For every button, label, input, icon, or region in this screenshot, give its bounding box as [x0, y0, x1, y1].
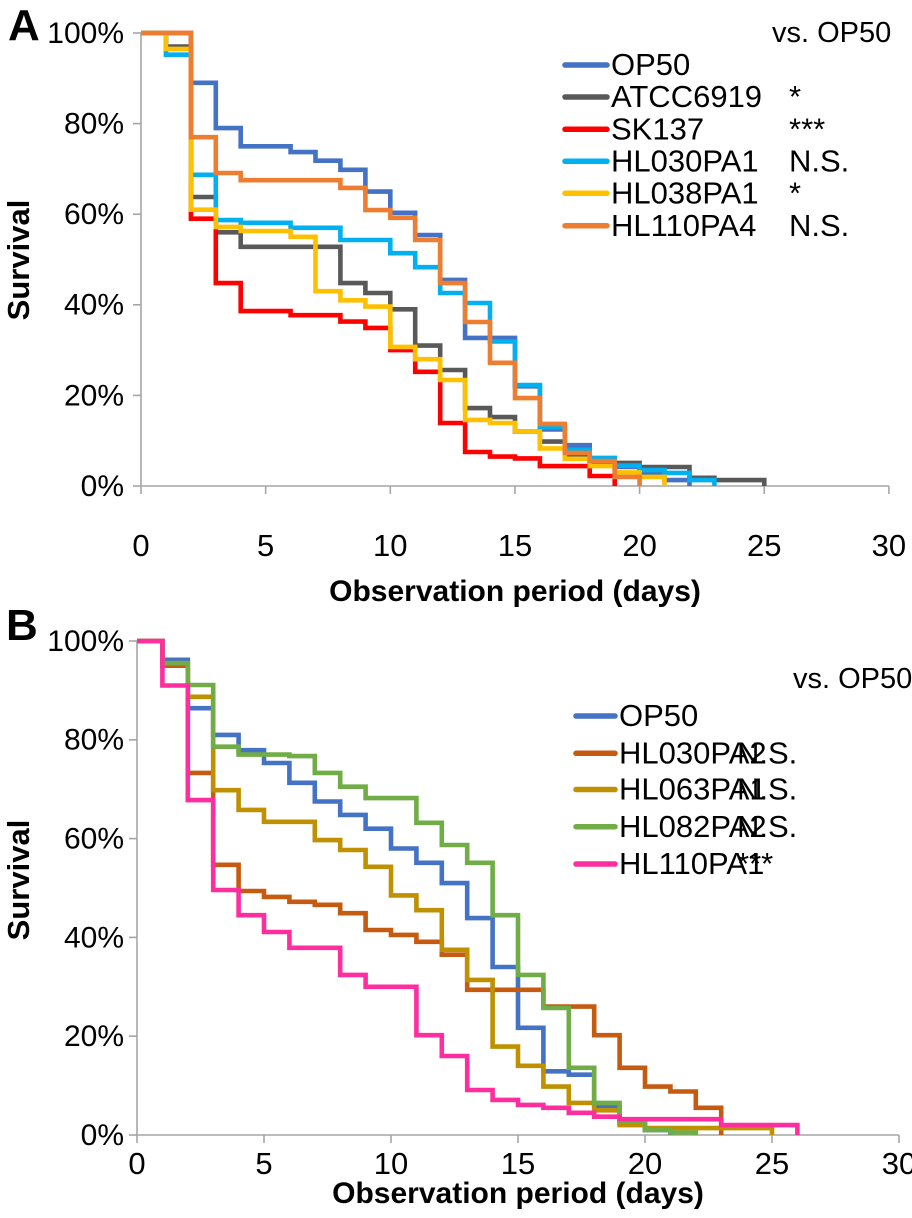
panel-b-curve-hl082pa2 [137, 638, 699, 1135]
panel-b-x-tick-label: 25 [755, 1146, 789, 1181]
panel-a-y-tick-label: 60% [64, 198, 124, 231]
panel-b-y-tick-label: 40% [64, 921, 124, 954]
panel-a-x-tick-label: 30 [872, 528, 906, 563]
panel-b-y-tick-label: 20% [64, 1020, 124, 1053]
panel-b-significance-hl063pa1: N.S. [737, 772, 797, 807]
panel-b-y-tick-label: 100% [47, 625, 124, 658]
panel-b-significance-hl030pa2: N.S. [737, 735, 797, 770]
panel-a-legend-label-op50: OP50 [611, 47, 690, 82]
panel-b-x-tick-label: 15 [501, 1146, 535, 1181]
panel-b-x-tick-label: 5 [255, 1146, 272, 1181]
panel-a-curve-sk137 [141, 30, 617, 486]
panel-a-x-tick-label: 25 [747, 528, 781, 563]
panel-b-x-tick-label: 10 [374, 1146, 408, 1181]
panel-b-curve-hl030pa2 [137, 638, 724, 1135]
panel-b-y-tick-label: 60% [64, 823, 124, 856]
panel-a-y-axis-title: Survival [1, 200, 36, 321]
panel-a-x-tick-label: 15 [498, 528, 532, 563]
panel-a-significance-hl110pa4: N.S. [789, 208, 849, 243]
panel-b-y-tick-label: 0% [81, 1119, 124, 1152]
panel-a-significance-hl030pa1: N.S. [789, 143, 849, 178]
panel-b-y-axis-title: Survival [1, 820, 36, 941]
panel-a-x-axis-title: Observation period (days) [329, 575, 701, 608]
panel-a-label: A [8, 1, 40, 50]
panel-b-x-axis-title: Observation period (days) [332, 1177, 704, 1210]
panel-a-significance-atcc6919: * [789, 79, 801, 114]
panel-a-legend-label-hl110pa4: HL110PA4 [611, 208, 756, 243]
panel-a-x-tick-label: 5 [257, 528, 274, 563]
panel-a-x-tick-label: 10 [373, 528, 407, 563]
panel-a-y-tick-label: 100% [47, 17, 124, 50]
panel-b-label: B [6, 601, 38, 650]
panel-a-significance-hl038pa1: * [789, 175, 801, 210]
panel-b-x-tick-label: 30 [882, 1146, 912, 1181]
panel-b-legend-header: vs. OP50 [793, 663, 912, 695]
panel-b-legend-label-hl110pa1: HL110PA1 [619, 846, 764, 881]
panel-a-y-tick-label: 20% [64, 379, 124, 412]
panel-a-legend-label-hl038pa1: HL038PA1 [611, 175, 759, 210]
panel-a-y-tick-label: 0% [81, 470, 124, 503]
panel-b-legend-label-hl063pa1: HL063PA1 [619, 772, 767, 807]
panel-b-curve-hl063pa1 [137, 638, 775, 1135]
panel-a-x-tick-label: 20 [622, 528, 656, 563]
panel-b-x-tick-label: 0 [128, 1146, 145, 1181]
panel-b-curve-hl110pa1 [137, 638, 800, 1135]
panel-b-legend-label-hl082pa2: HL082PA2 [619, 809, 767, 844]
panel-b-significance-hl082pa2: N.S. [737, 809, 797, 844]
panel-b-x-tick-label: 20 [628, 1146, 662, 1181]
panel-a-significance-sk137: *** [789, 111, 825, 146]
panel-b-legend-label-hl030pa2: HL030PA2 [619, 735, 767, 770]
panel-a-y-tick-label: 80% [64, 108, 124, 141]
panel-a-legend-label-atcc6919: ATCC6919 [611, 79, 762, 114]
panel-a-legend-label-sk137: SK137 [611, 111, 704, 146]
panel-a-legend-header: vs. OP50 [772, 17, 891, 49]
panel-a-curve-hl038pa1 [141, 30, 667, 486]
panel-a-x-tick-label: 0 [132, 528, 149, 563]
panel-b-legend-label-op50: OP50 [619, 698, 698, 733]
panel-a-legend-label-hl030pa1: HL030PA1 [611, 143, 759, 178]
panel-a-curve-hl110pa4 [141, 30, 642, 486]
panel-b-significance-hl110pa1: *** [737, 846, 773, 881]
panel-a-y-tick-label: 40% [64, 289, 124, 322]
panel-b-y-tick-label: 80% [64, 724, 124, 757]
